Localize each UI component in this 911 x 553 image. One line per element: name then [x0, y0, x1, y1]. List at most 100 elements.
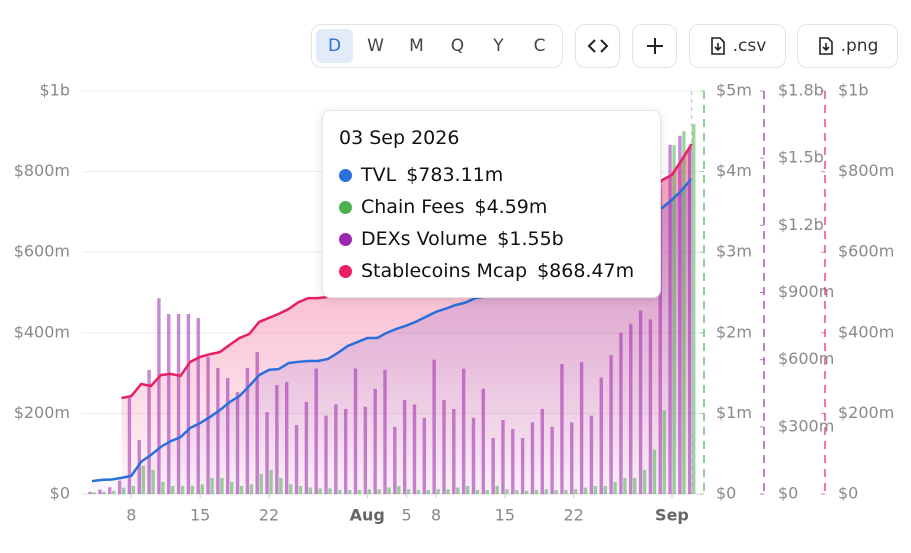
y-tick-label: $1.5b: [778, 148, 824, 167]
y-tick-label: $600m: [838, 242, 894, 261]
bar: [524, 490, 529, 494]
bar: [318, 488, 322, 494]
bar: [593, 485, 598, 494]
add-button[interactable]: [632, 24, 677, 68]
tooltip-series-name: DEXs Volume: [361, 228, 488, 250]
y-tick-label: $900m: [778, 282, 834, 301]
csv-button[interactable]: .csv: [689, 24, 786, 68]
tooltip-value: $4.59m: [474, 196, 548, 218]
bar: [609, 355, 613, 494]
legend-dot: [339, 200, 352, 214]
bar: [230, 481, 234, 494]
bar: [505, 489, 509, 494]
tooltip-date: 03 Sep 2026: [339, 127, 460, 149]
bar: [259, 473, 263, 494]
bar: [426, 489, 431, 494]
bar: [530, 422, 535, 494]
bar: [688, 146, 692, 494]
bar: [393, 426, 397, 494]
bar: [574, 489, 578, 494]
period-button[interactable]: Y: [493, 36, 504, 56]
y-tick-label: $0: [778, 484, 798, 503]
bar: [511, 429, 515, 494]
bar: [239, 485, 244, 494]
bar: [416, 489, 421, 494]
tooltip-series-name: TVL: [361, 164, 397, 186]
bar: [412, 404, 417, 494]
bar: [402, 399, 407, 494]
x-tick-label: 22: [563, 506, 583, 525]
bar: [210, 477, 214, 494]
y-tick-label: $800m: [14, 161, 70, 180]
bar: [285, 382, 289, 494]
add-icon: [646, 38, 663, 54]
bar: [121, 487, 126, 494]
x-tick-label: 5: [401, 506, 411, 525]
bar: [167, 313, 171, 494]
y-tick-label: $1m: [716, 403, 752, 422]
bar: [491, 438, 495, 494]
download-icon: [818, 37, 833, 55]
y-tick-label: $5m: [716, 81, 752, 100]
tooltip-row: Chain Fees $4.59m: [339, 191, 644, 223]
bar: [131, 485, 136, 494]
embed-button[interactable]: [575, 24, 620, 68]
bar: [304, 401, 309, 494]
y-tick-label: $1b: [39, 81, 70, 100]
bar: [353, 368, 358, 494]
bar: [406, 489, 411, 494]
bar: [92, 492, 96, 494]
y-tick-label: $1.8b: [778, 81, 824, 100]
bar: [294, 425, 299, 494]
bar: [662, 410, 666, 494]
png-button[interactable]: .png: [797, 24, 898, 68]
bar: [432, 359, 436, 494]
bar: [206, 356, 210, 494]
y-tick-label: $0: [716, 484, 736, 503]
bar: [633, 477, 637, 494]
period-button[interactable]: M: [409, 36, 424, 56]
period-button[interactable]: D: [316, 29, 353, 63]
legend-dot: [339, 168, 352, 182]
bar: [387, 487, 391, 494]
bar: [363, 406, 368, 494]
y-tick-label: $200m: [14, 403, 70, 422]
bar: [249, 484, 254, 494]
bar: [275, 384, 279, 494]
bar: [564, 489, 568, 494]
bar: [461, 368, 466, 494]
bar: [245, 367, 250, 494]
period-button[interactable]: C: [533, 36, 546, 56]
bar: [200, 484, 204, 494]
bar: [475, 489, 480, 494]
bar: [102, 491, 106, 494]
period-button[interactable]: W: [367, 36, 384, 56]
bar: [534, 489, 539, 494]
bar: [127, 397, 132, 494]
bar: [642, 469, 647, 494]
bar: [108, 487, 112, 494]
bar: [603, 485, 607, 494]
period-button[interactable]: Q: [450, 36, 465, 56]
bar: [456, 487, 460, 494]
bar: [682, 131, 686, 495]
tooltip-value: $868.47m: [537, 260, 635, 282]
tooltip-series-name: Stablecoins Mcap: [361, 260, 528, 282]
y-tick-label: $400m: [14, 322, 70, 341]
bar: [196, 318, 200, 494]
bar: [141, 465, 145, 494]
bar: [397, 485, 401, 494]
y-tick-label: $1.2b: [778, 215, 824, 234]
bar: [220, 477, 224, 494]
y-tick-label: $600m: [14, 242, 70, 261]
bar: [623, 477, 627, 494]
bar: [452, 408, 456, 494]
bar: [98, 489, 102, 494]
bar: [481, 388, 485, 494]
bar: [269, 469, 273, 494]
bar: [190, 485, 195, 494]
bar: [520, 438, 525, 494]
png-label: .png: [840, 36, 879, 56]
bar: [235, 392, 240, 494]
